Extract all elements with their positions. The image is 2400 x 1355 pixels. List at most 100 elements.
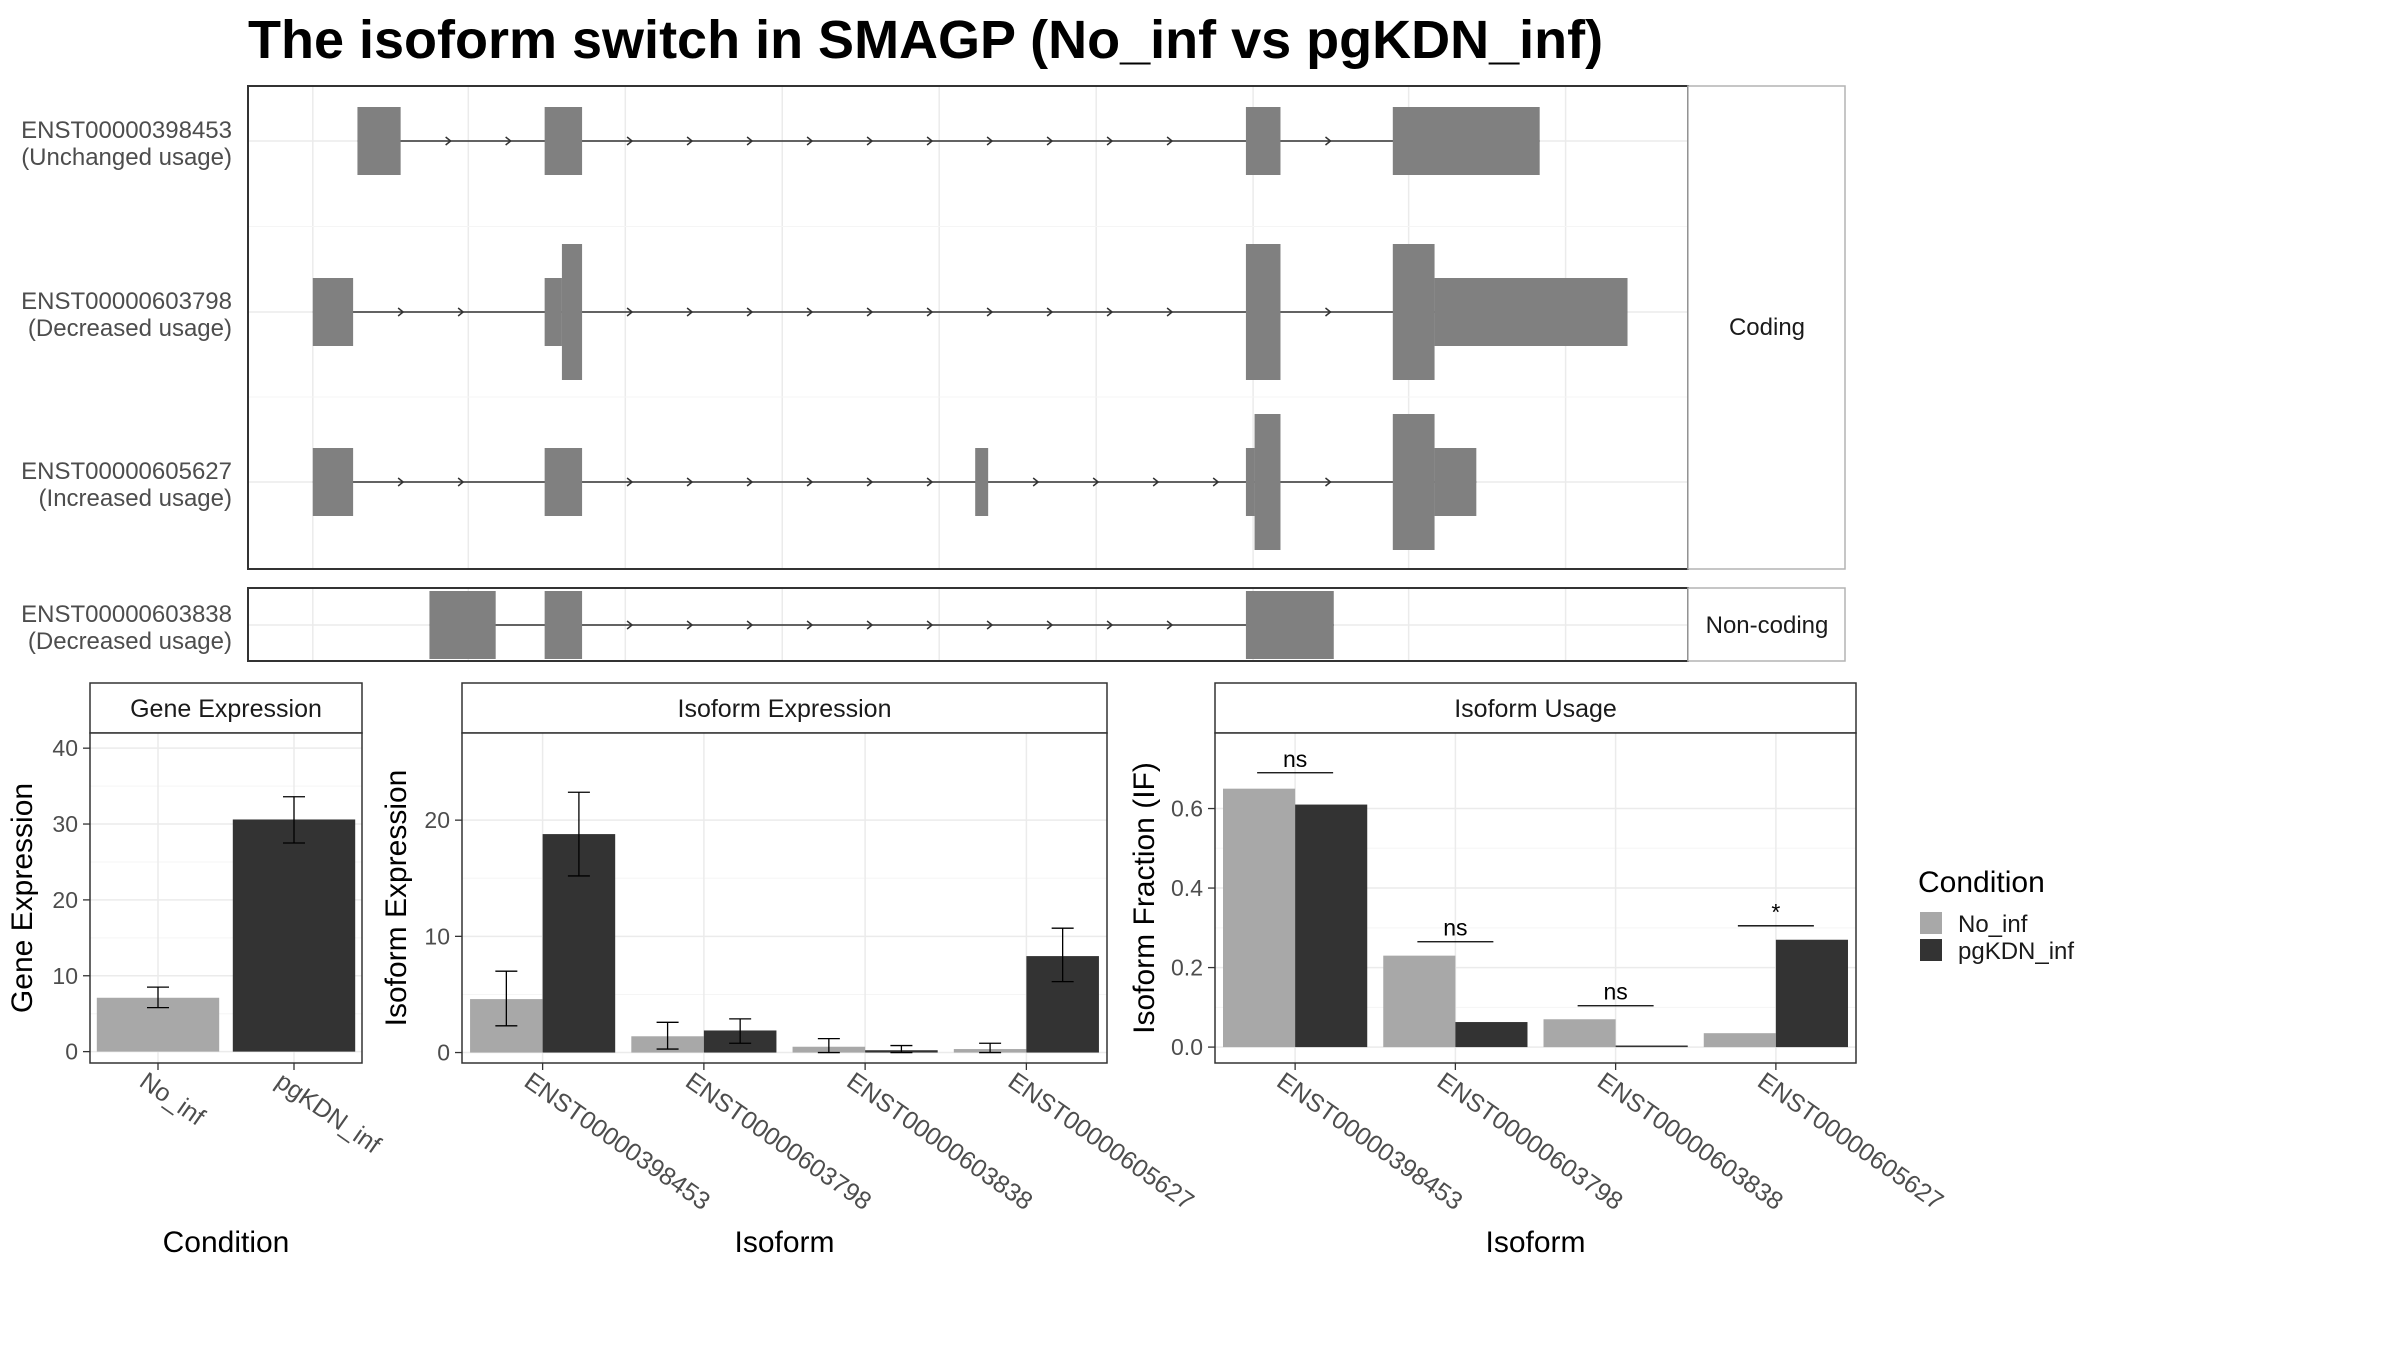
exon-block — [544, 448, 583, 516]
isoform-label-usage: (Unchanged usage) — [21, 144, 232, 171]
noncoding-strip-label: Non-coding — [1706, 612, 1829, 639]
isoform-track-ENST00000398453 — [357, 107, 1540, 175]
y-tick-label: 0.2 — [1171, 955, 1203, 981]
bar-no-inf — [1223, 788, 1296, 1048]
intron-arrow — [1106, 620, 1114, 630]
chart-isoform-expression: Isoform Expression01020ENST00000398453EN… — [380, 682, 1199, 1259]
intron-arrow — [1166, 620, 1174, 630]
intron-arrow — [746, 477, 754, 487]
coding-strip-label: Coding — [1729, 314, 1805, 341]
x-axis-title: Condition — [163, 1226, 290, 1259]
exon-block — [1434, 278, 1628, 346]
y-tick-label: 0 — [65, 1039, 78, 1065]
intron-arrow — [1046, 136, 1054, 146]
y-tick-label: 0.6 — [1171, 796, 1203, 822]
bar-pgkdn-inf — [232, 819, 356, 1052]
intron-arrow — [986, 136, 994, 146]
intron-arrow — [806, 307, 814, 317]
exon-block — [561, 244, 583, 380]
intron-arrow — [505, 136, 512, 146]
intron-arrow — [1152, 477, 1160, 487]
legend-title: Condition — [1918, 866, 2045, 899]
y-tick-label: 40 — [52, 735, 78, 761]
panel-strip-title: Isoform Expression — [678, 695, 892, 723]
intron-arrow — [626, 307, 634, 317]
exon-block — [429, 591, 496, 659]
intron-arrow — [397, 307, 405, 317]
y-axis-title: Isoform Expression — [380, 770, 413, 1027]
intron-arrow — [1166, 136, 1174, 146]
intron-arrow — [1166, 307, 1174, 317]
exon-block — [544, 591, 583, 659]
intron-arrow — [926, 307, 934, 317]
intron-arrow — [1325, 307, 1332, 317]
coding-strip — [1687, 85, 1846, 570]
exon-block — [357, 107, 401, 175]
intron-arrow — [926, 136, 934, 146]
panel-strip-title: Gene Expression — [130, 695, 322, 723]
intron-arrow — [457, 307, 465, 317]
intron-arrow — [926, 620, 934, 630]
isoform-label-usage: (Increased usage) — [39, 485, 232, 512]
intron-arrow — [1325, 477, 1332, 487]
bar-pgkdn-inf — [1775, 939, 1848, 1048]
intron-arrow — [686, 307, 694, 317]
intron-arrow — [686, 477, 694, 487]
intron-arrow — [1106, 136, 1114, 146]
intron-arrow — [986, 307, 994, 317]
significance-label: ns — [1283, 746, 1307, 772]
x-axis-title: Isoform — [734, 1226, 834, 1259]
intron-arrow — [866, 620, 874, 630]
noncoding-strip — [1687, 587, 1846, 662]
bar-no-inf — [1543, 1019, 1616, 1048]
exon-block — [1245, 107, 1281, 175]
exon-block — [1245, 244, 1281, 380]
significance-label: ns — [1443, 915, 1467, 941]
chart-gene-expression: Gene Expression 0 10 20 30 40 No_inf pgKDN_inf G… — [6, 682, 386, 1259]
exon-block — [1392, 107, 1540, 175]
significance-label: ns — [1603, 979, 1627, 1005]
exon-block — [1245, 591, 1334, 659]
figure-title: The isoform switch in SMAGP (No_inf vs p… — [248, 10, 1603, 70]
intron-arrow — [1106, 307, 1114, 317]
y-tick-label: 0.0 — [1171, 1034, 1203, 1060]
exon-block — [1392, 244, 1435, 380]
x-tick-label: pgKDN_inf — [271, 1067, 386, 1159]
intron-arrow — [686, 136, 694, 146]
isoform-label-usage: (Decreased usage) — [28, 628, 232, 655]
bar-pgkdn-inf — [1455, 1022, 1528, 1048]
isoform-track-ENST00000605627 — [312, 414, 1477, 550]
isoform-labels: ENST00000398453(Unchanged usage) ENST0000… — [21, 117, 232, 655]
intron-arrow — [1046, 307, 1054, 317]
intron-arrow — [457, 477, 465, 487]
exon-block — [544, 107, 583, 175]
isoform-track-ENST00000603838 — [429, 591, 1334, 659]
exon-block — [1392, 414, 1435, 550]
intron-arrow — [626, 620, 634, 630]
isoform-label-id: ENST00000603838 — [21, 601, 232, 628]
x-tick-label: No_inf — [135, 1067, 210, 1131]
legend-key-pgkdn-inf — [1920, 939, 1942, 961]
intron-arrow — [1092, 477, 1100, 487]
exon-block — [312, 448, 354, 516]
intron-arrow — [806, 477, 814, 487]
exon-block — [1254, 414, 1281, 550]
intron-arrow — [746, 136, 754, 146]
significance-label: * — [1771, 899, 1780, 925]
bar-no-inf — [1703, 1033, 1776, 1048]
legend-label-pgkdn-inf: pgKDN_inf — [1958, 938, 2074, 965]
panel-strip — [89, 682, 363, 734]
exon-block — [975, 448, 989, 516]
panel-strip-title: Isoform Usage — [1454, 695, 1617, 723]
intron-arrow — [866, 477, 874, 487]
bar-pgkdn-inf — [1295, 804, 1368, 1048]
intron-arrow — [445, 136, 452, 146]
y-tick-label: 0.4 — [1171, 875, 1203, 901]
intron-arrow — [1046, 620, 1054, 630]
intron-arrow — [397, 477, 405, 487]
x-axis-title: Isoform — [1485, 1226, 1585, 1259]
isoform-tracks — [312, 107, 1628, 659]
intron-arrow — [1212, 477, 1220, 487]
